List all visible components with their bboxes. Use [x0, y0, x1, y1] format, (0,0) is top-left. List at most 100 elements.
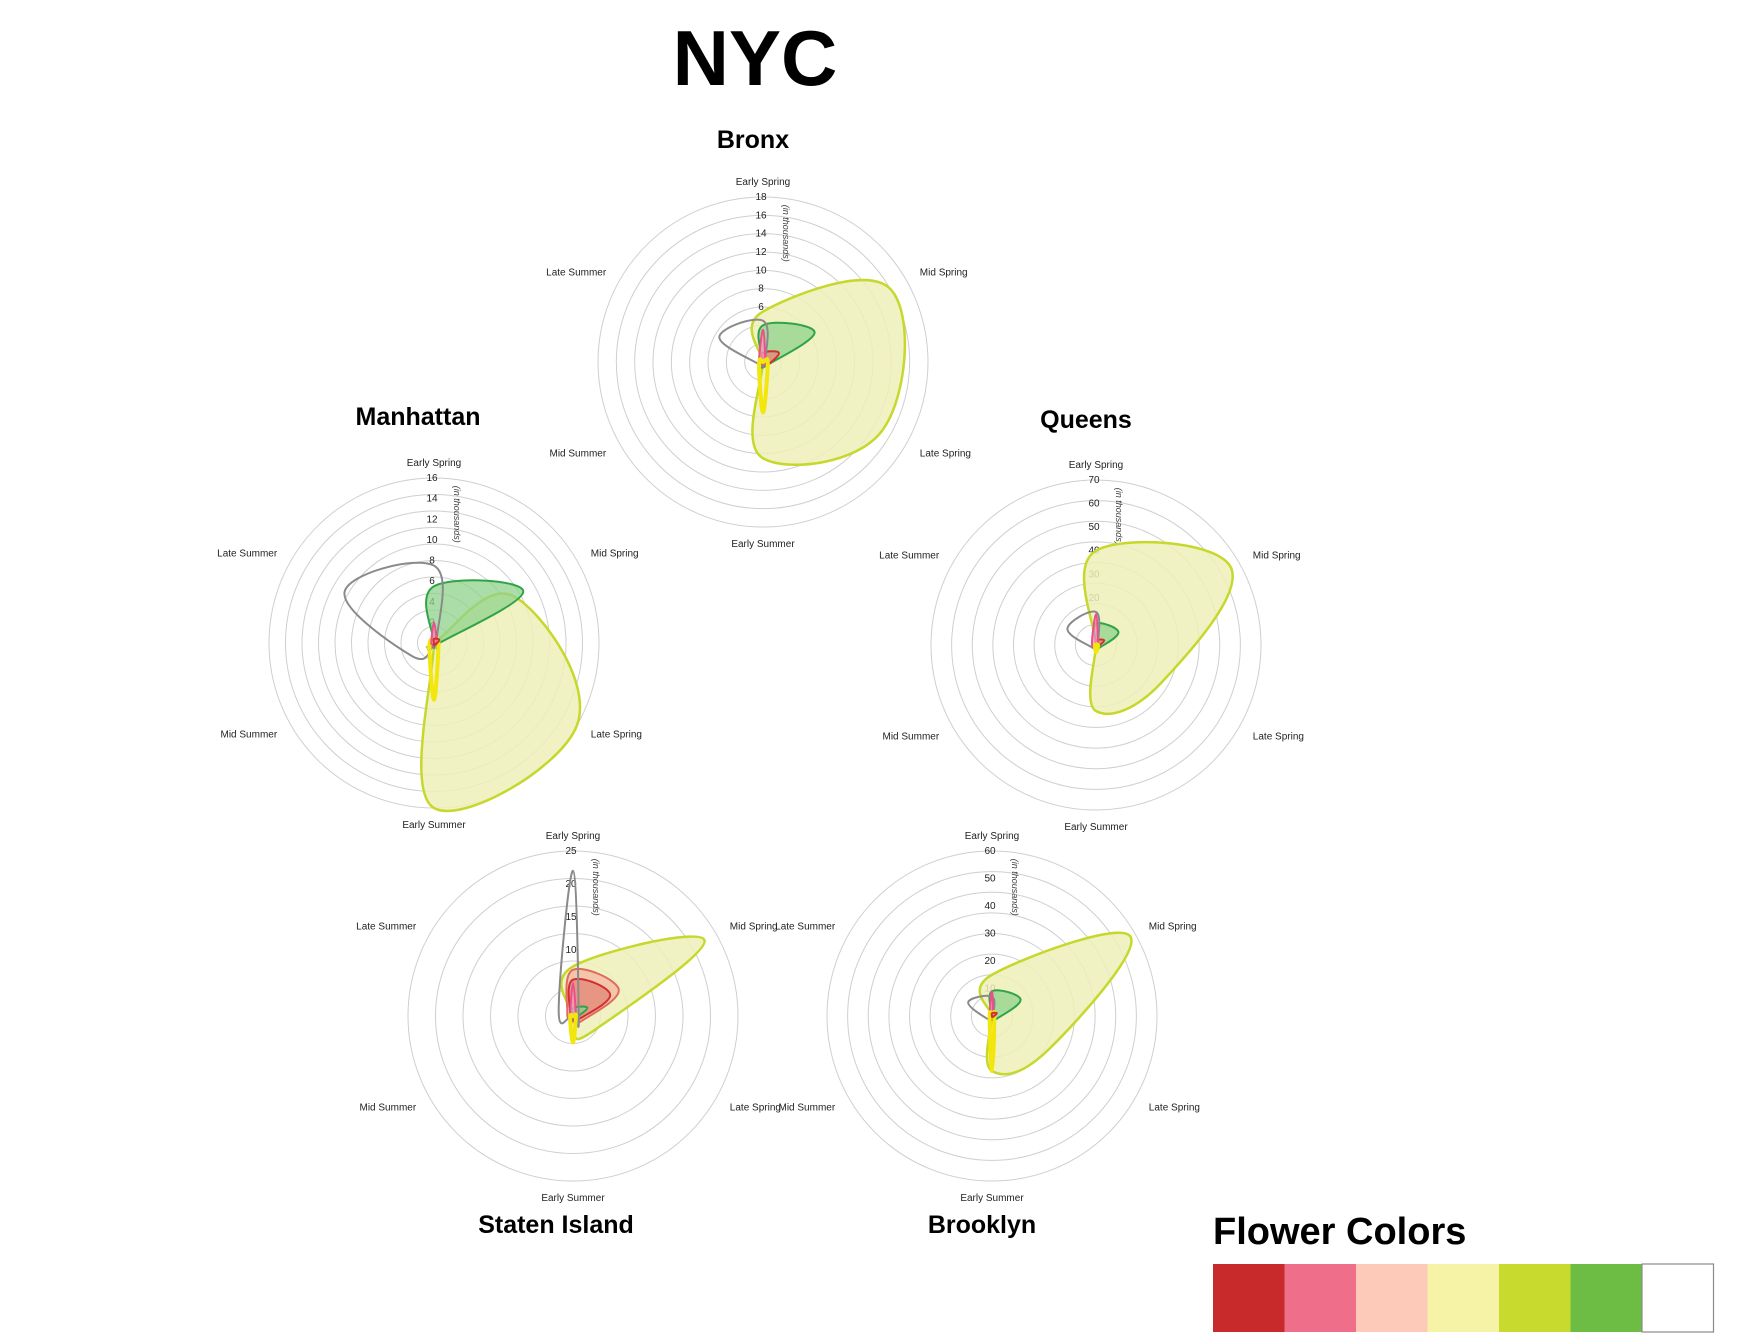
legend-swatch [1499, 1264, 1571, 1332]
page-title: NYC [673, 14, 838, 102]
axis-label-mid-summer: Mid Summer [221, 730, 278, 741]
legend-title: Flower Colors [1213, 1211, 1466, 1253]
series-yellow-bronx [757, 357, 770, 415]
grid-ring [826, 850, 1158, 1182]
tick-label: 10 [426, 535, 438, 546]
legend-swatch [1356, 1264, 1428, 1332]
axis-label-early-summer: Early Summer [960, 1193, 1024, 1204]
grid-ring [888, 912, 1096, 1120]
legend-swatch [1284, 1264, 1356, 1332]
axis-label-early-spring: Early Spring [407, 458, 461, 469]
legend-swatch [1641, 1263, 1715, 1333]
axis-label-late-summer: Late Summer [356, 922, 417, 933]
tick-label: 20 [984, 956, 996, 967]
radar-chart-queens: Queens706050403020(in thousands)Early Sp… [879, 406, 1304, 833]
tick-label: 18 [755, 192, 767, 203]
axis-label-mid-summer: Mid Summer [550, 449, 607, 460]
tick-label: 15 [565, 912, 577, 923]
unit-label: (in thousands) [591, 859, 601, 916]
grid-ring [435, 878, 711, 1154]
axis-label-mid-summer: Mid Summer [360, 1103, 417, 1114]
tick-label: 40 [984, 901, 996, 912]
radar-chart-bronx: Bronx 18 16 14 12 10 8 6 (in thousands) Early Spr… [546, 126, 971, 550]
radar-chart-brooklyn: Brooklyn605040302010(in thousands)Early … [775, 831, 1200, 1239]
grid-ring [992, 541, 1200, 749]
axis-label-early-summer: Early Summer [731, 539, 795, 550]
tick-label: 60 [984, 846, 996, 857]
axis-label-late-spring: Late Spring [1253, 732, 1304, 743]
tick-label: 14 [755, 229, 767, 240]
series-red-manhattan [432, 637, 441, 647]
grid-ring [847, 871, 1137, 1161]
chart-title-manhattan: Manhattan [356, 403, 481, 431]
series-yellow-staten-island [568, 1012, 578, 1045]
tick-label: 60 [1088, 499, 1100, 510]
radar-chart-manhattan: Manhattan161412108642(in thousands)Early… [217, 403, 642, 831]
legend-swatches [1213, 1263, 1715, 1333]
axis-label-late-spring: Late Spring [920, 449, 971, 460]
tick-label: 6 [429, 576, 435, 587]
series-lightgreen-bronx [750, 278, 907, 467]
axis-label-early-summer: Early Summer [402, 820, 466, 831]
chart-title-staten-island: Staten Island [478, 1211, 634, 1239]
axis-label-early-spring: Early Spring [1069, 460, 1123, 471]
legend: Flower Colors [1213, 1211, 1715, 1333]
axis-label-late-summer: Late Summer [546, 268, 607, 279]
axis-label-late-summer: Late Summer [217, 549, 278, 560]
tick-label: 50 [984, 874, 996, 885]
radar-chart-staten-island: Staten Island 25 20 15 10 (in thousands) Early… [356, 831, 781, 1239]
tick-label: 20 [565, 879, 577, 890]
tick-label: 10 [755, 265, 767, 276]
tick-label: 8 [758, 284, 764, 295]
chart-title-queens: Queens [1040, 406, 1132, 434]
axis-label-mid-spring: Mid Spring [1149, 922, 1197, 933]
tick-label: 12 [755, 247, 767, 258]
tick-label: 12 [426, 514, 438, 525]
axis-label-late-summer: Late Summer [879, 551, 940, 562]
unit-label: (in thousands) [781, 205, 791, 262]
tick-label: 25 [565, 846, 577, 857]
axis-label-mid-spring: Mid Spring [1253, 551, 1301, 562]
axis-label-mid-spring: Mid Spring [591, 549, 639, 560]
unit-label: (in thousands) [1010, 859, 1020, 916]
axis-label-mid-summer: Mid Summer [883, 732, 940, 743]
series-yellow-queens [1092, 642, 1101, 655]
radar-charts: Bronx 18 16 14 12 10 8 6 (in thousands) Early Spr… [217, 126, 1304, 1239]
tick-label: 16 [755, 210, 767, 221]
axis-label-late-summer: Late Summer [775, 922, 836, 933]
tick-label: 14 [426, 494, 438, 505]
axis-label-mid-spring: Mid Spring [730, 922, 778, 933]
legend-swatch [1427, 1264, 1499, 1332]
tick-label: 10 [565, 945, 577, 956]
tick-label: 6 [758, 302, 764, 313]
axis-label-early-spring: Early Spring [546, 831, 600, 842]
tick-label: 70 [1088, 475, 1100, 486]
axis-label-early-spring: Early Spring [965, 831, 1019, 842]
axis-label-early-summer: Early Summer [541, 1193, 605, 1204]
tick-label: 30 [984, 929, 996, 940]
unit-label: (in thousands) [452, 486, 462, 543]
grid-ring [971, 520, 1221, 770]
grid-ring [930, 479, 1262, 811]
axis-label-late-spring: Late Spring [1149, 1103, 1200, 1114]
axis-label-mid-summer: Mid Summer [779, 1103, 836, 1114]
axis-label-early-spring: Early Spring [736, 177, 790, 188]
chart-title-bronx: Bronx [717, 126, 789, 154]
series-red-brooklyn [990, 1011, 998, 1019]
axis-label-late-spring: Late Spring [591, 730, 642, 741]
grid-ring [462, 905, 684, 1127]
tick-label: 16 [426, 473, 438, 484]
tick-label: 50 [1088, 522, 1100, 533]
tick-label: 8 [429, 556, 435, 567]
unit-label: (in thousands) [1114, 488, 1124, 545]
grid-ring [597, 196, 929, 528]
axis-label-late-spring: Late Spring [730, 1103, 781, 1114]
grid-ring [407, 850, 739, 1182]
legend-swatch [1213, 1264, 1285, 1332]
axis-label-early-summer: Early Summer [1064, 822, 1128, 833]
grid-ring [615, 214, 911, 510]
grid-ring [951, 500, 1241, 790]
chart-title-brooklyn: Brooklyn [928, 1211, 1036, 1239]
axis-label-mid-spring: Mid Spring [920, 268, 968, 279]
